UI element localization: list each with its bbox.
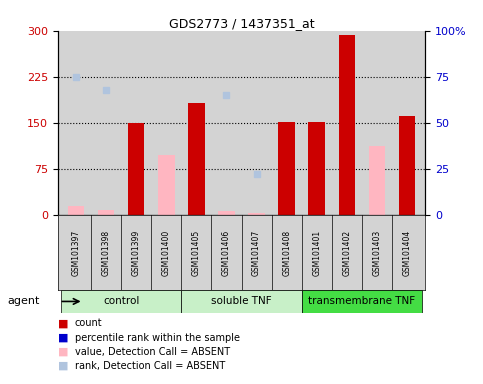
Text: ■: ■ [58, 347, 69, 357]
Bar [181, 290, 302, 313]
Text: value, Detection Call = ABSENT: value, Detection Call = ABSENT [75, 347, 230, 357]
Text: ■: ■ [58, 318, 69, 328]
Text: GSM101406: GSM101406 [222, 229, 231, 276]
Bar [188, 103, 205, 215]
Text: GDS2773 / 1437351_at: GDS2773 / 1437351_at [169, 17, 314, 30]
Text: ■: ■ [58, 333, 69, 343]
Bar [339, 35, 355, 215]
Text: count: count [75, 318, 102, 328]
Bar [61, 290, 181, 313]
Text: GSM101399: GSM101399 [132, 229, 141, 276]
Bar [369, 146, 385, 215]
Text: GSM101407: GSM101407 [252, 229, 261, 276]
Bar [278, 122, 295, 215]
Text: GSM101402: GSM101402 [342, 229, 351, 276]
Bar [398, 116, 415, 215]
Text: ■: ■ [58, 361, 69, 371]
Text: GSM101398: GSM101398 [101, 229, 111, 276]
Text: control: control [103, 296, 139, 306]
Text: transmembrane TNF: transmembrane TNF [308, 296, 415, 306]
Text: GSM101403: GSM101403 [372, 229, 382, 276]
Text: agent: agent [7, 296, 40, 306]
Text: GSM101397: GSM101397 [71, 229, 81, 276]
Text: soluble TNF: soluble TNF [211, 296, 272, 306]
Bar [98, 210, 114, 215]
Bar [302, 290, 422, 313]
Bar [128, 123, 144, 215]
Text: percentile rank within the sample: percentile rank within the sample [75, 333, 240, 343]
Text: GSM101405: GSM101405 [192, 229, 201, 276]
Text: GSM101404: GSM101404 [402, 229, 412, 276]
Bar [309, 122, 325, 215]
Text: GSM101401: GSM101401 [312, 229, 321, 276]
Text: GSM101408: GSM101408 [282, 229, 291, 276]
Bar [248, 213, 265, 215]
Text: GSM101400: GSM101400 [162, 229, 171, 276]
Bar [68, 206, 85, 215]
Bar [158, 155, 174, 215]
Bar [218, 211, 235, 215]
Text: rank, Detection Call = ABSENT: rank, Detection Call = ABSENT [75, 361, 225, 371]
